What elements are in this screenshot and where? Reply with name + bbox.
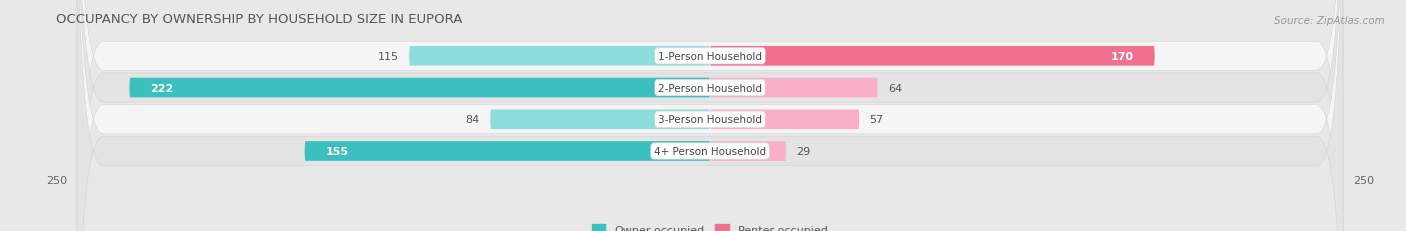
FancyBboxPatch shape xyxy=(710,142,786,161)
Text: 64: 64 xyxy=(887,83,903,93)
FancyBboxPatch shape xyxy=(77,0,1343,231)
Text: OCCUPANCY BY OWNERSHIP BY HOUSEHOLD SIZE IN EUPORA: OCCUPANCY BY OWNERSHIP BY HOUSEHOLD SIZE… xyxy=(56,13,463,26)
FancyBboxPatch shape xyxy=(77,0,1343,231)
Text: 4+ Person Household: 4+ Person Household xyxy=(654,146,766,156)
Text: 155: 155 xyxy=(326,146,349,156)
Text: 222: 222 xyxy=(150,83,173,93)
Text: 3-Person Household: 3-Person Household xyxy=(658,115,762,125)
FancyBboxPatch shape xyxy=(710,110,859,130)
Text: 115: 115 xyxy=(378,52,399,61)
Text: 1-Person Household: 1-Person Household xyxy=(658,52,762,61)
Text: 170: 170 xyxy=(1111,52,1133,61)
FancyBboxPatch shape xyxy=(491,110,710,130)
FancyBboxPatch shape xyxy=(710,47,1154,66)
Text: 57: 57 xyxy=(869,115,884,125)
Text: 2-Person Household: 2-Person Household xyxy=(658,83,762,93)
Text: Source: ZipAtlas.com: Source: ZipAtlas.com xyxy=(1274,16,1385,26)
Legend: Owner-occupied, Renter-occupied: Owner-occupied, Renter-occupied xyxy=(588,220,832,231)
Text: 84: 84 xyxy=(465,115,479,125)
Text: 29: 29 xyxy=(796,146,811,156)
FancyBboxPatch shape xyxy=(305,142,710,161)
FancyBboxPatch shape xyxy=(77,0,1343,231)
FancyBboxPatch shape xyxy=(129,78,710,98)
FancyBboxPatch shape xyxy=(710,78,877,98)
FancyBboxPatch shape xyxy=(77,0,1343,231)
FancyBboxPatch shape xyxy=(409,47,710,66)
